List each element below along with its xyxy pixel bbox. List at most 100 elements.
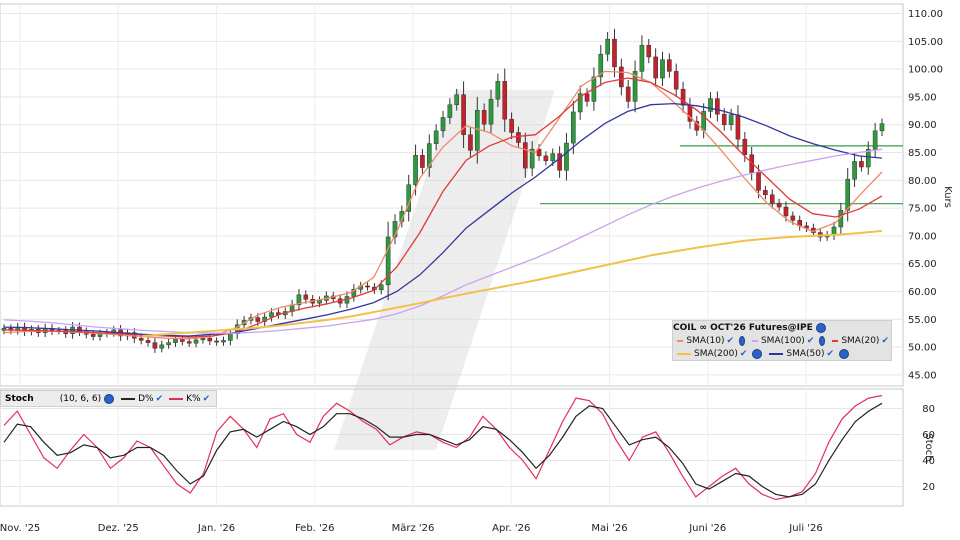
legend-swatch-sma200	[677, 352, 691, 355]
y-tick-label: 80	[922, 404, 935, 415]
y-tick-label: 70.00	[908, 231, 937, 242]
legend-label-sma100: SMA(100)	[760, 335, 805, 346]
candle-body	[214, 340, 219, 343]
candle-body	[420, 155, 425, 168]
candle-body	[619, 66, 624, 88]
y-tick-label: 45.00	[908, 370, 937, 381]
settings-icon[interactable]	[839, 348, 850, 359]
legend-label-k: K%	[186, 393, 201, 404]
candle-body	[763, 190, 768, 196]
sma-line-sma10	[3, 70, 883, 340]
legend-title: COIL ∞ OCT'26 Futures@IPE	[673, 322, 813, 333]
candle-body	[708, 98, 713, 112]
y-tick-label: 55.00	[908, 315, 937, 326]
x-tick-label: Feb. '26	[295, 523, 335, 534]
y-tick-label: 60	[922, 430, 935, 441]
candle-body	[865, 148, 871, 168]
settings-icon[interactable]	[819, 335, 825, 346]
checkmark-icon[interactable]: ✔	[155, 393, 164, 404]
legend-label-sma50: SMA(50)	[786, 348, 825, 359]
candle-body	[605, 38, 610, 55]
checkmark-icon[interactable]: ✔	[806, 335, 815, 346]
candle-body	[221, 340, 226, 343]
legend-label-d: D%	[138, 393, 154, 404]
candle-body	[516, 132, 521, 143]
candle-body	[715, 98, 720, 115]
candle-body	[474, 110, 480, 151]
candle-body	[536, 148, 542, 157]
checkmark-icon[interactable]: ✔	[726, 335, 734, 346]
settings-icon[interactable]	[815, 322, 826, 333]
candle-body	[721, 113, 727, 125]
candle-body	[269, 312, 274, 318]
candle-body	[742, 138, 748, 156]
candle-body	[461, 94, 466, 135]
y-tick-label: 95.00	[908, 92, 937, 103]
candle-body	[612, 38, 617, 68]
candle-body	[186, 341, 192, 344]
candle-body	[639, 44, 645, 72]
candle-body	[392, 221, 398, 238]
candle-body	[859, 161, 864, 168]
candle-body	[769, 194, 775, 204]
x-tick-label: März '26	[392, 523, 435, 534]
checkmark-icon[interactable]: ✔	[202, 393, 211, 404]
candle-body	[598, 53, 604, 78]
stoch-axis-label: Stoch	[923, 433, 934, 461]
checkmark-icon[interactable]: ✔	[826, 348, 835, 359]
candle-body	[303, 294, 309, 300]
y-tick-label: 75.00	[908, 204, 937, 215]
candle-body	[365, 285, 370, 288]
y-tick-label: 90.00	[908, 120, 937, 131]
y-tick-label: 20	[922, 482, 935, 493]
candle-body	[667, 59, 672, 72]
x-tick-label: Apr. '26	[492, 523, 530, 534]
candle-body	[557, 153, 562, 171]
checkmark-icon[interactable]: ✔	[739, 348, 748, 359]
candle-body	[378, 284, 384, 291]
x-tick-label: Juli '26	[788, 523, 823, 534]
y-tick-label: 40	[922, 456, 935, 467]
candle-body	[502, 81, 508, 120]
y-tick-label: 105.00	[908, 37, 943, 48]
candle-body	[90, 334, 96, 337]
candle-body	[145, 340, 151, 343]
stoch-line-d	[3, 402, 883, 498]
sma-line-sma200	[142, 229, 883, 337]
candle-body	[673, 71, 679, 90]
checkmark-icon[interactable]: ✔	[881, 335, 889, 346]
y-tick-label: 60.00	[908, 287, 937, 298]
legend-swatch-sma50	[769, 352, 784, 355]
candle-body	[228, 333, 233, 341]
stoch-legend: Stoch (10, 6, 6) D% ✔ K% ✔	[0, 390, 218, 407]
candle-body	[509, 118, 514, 133]
sma-line-sma100	[3, 148, 883, 334]
legend-label-sma10: SMA(10)	[686, 335, 725, 346]
candle-body	[680, 88, 686, 106]
candle-body	[872, 130, 878, 150]
candle-body	[193, 339, 199, 344]
candle-body	[426, 143, 432, 168]
y-tick-label: 85.00	[908, 148, 937, 159]
candle-body	[756, 172, 761, 191]
settings-icon[interactable]	[104, 393, 115, 404]
candle-body	[166, 342, 171, 346]
candle-body	[440, 117, 446, 132]
watermark-logo	[334, 90, 555, 450]
legend-swatch-sma100	[751, 339, 758, 342]
legend-swatch-d	[121, 397, 136, 400]
candle-body	[564, 142, 569, 171]
candle-body	[543, 155, 549, 162]
legend-swatch-sma10	[677, 339, 684, 342]
candle-body	[735, 114, 741, 140]
candle-body	[454, 94, 460, 105]
settings-icon[interactable]	[752, 348, 763, 359]
candle-body	[468, 134, 473, 151]
candle-body	[571, 111, 576, 144]
settings-icon[interactable]	[739, 335, 745, 346]
y-tick-label: 65.00	[908, 259, 937, 270]
x-tick-label: Dez. '25	[98, 523, 139, 534]
candle-body	[653, 56, 658, 79]
candle-body	[879, 123, 885, 132]
